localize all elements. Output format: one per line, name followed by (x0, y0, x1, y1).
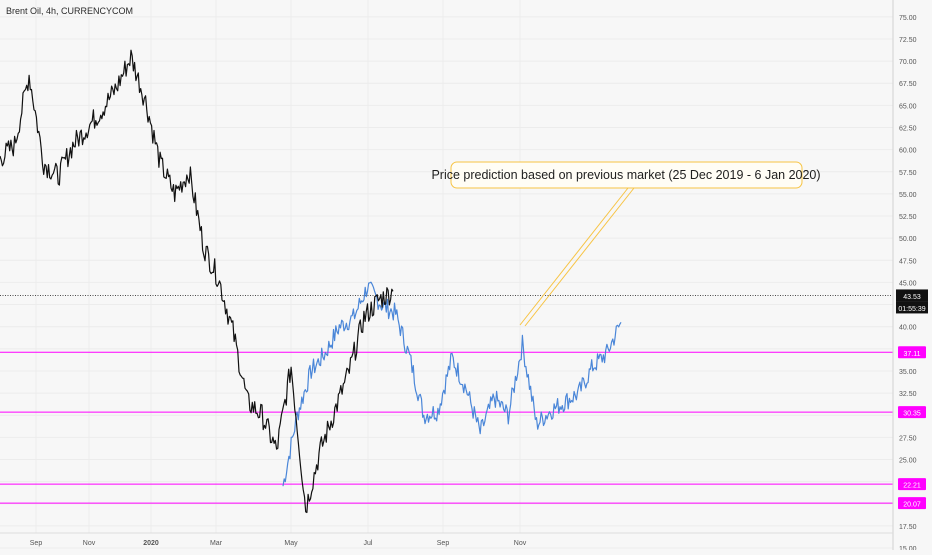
y-tick-label: 15.00 (899, 546, 917, 550)
y-tick-label: 47.50 (899, 258, 917, 265)
annotation-pointer-line (519, 187, 629, 326)
level-price-tag (898, 497, 926, 510)
y-tick-label: 50.00 (899, 236, 917, 243)
grid (0, 0, 893, 549)
x-tick-label: Nov (514, 540, 527, 547)
x-tick-label: May (284, 540, 298, 547)
x-tick-label: Mar (210, 540, 223, 547)
last-price-tag (896, 289, 928, 302)
y-axis-background (893, 0, 932, 550)
series (0, 49, 622, 514)
annotation-pointer-line (524, 187, 635, 327)
x-tick-label: Sep (437, 540, 450, 547)
y-tick-label: 17.50 (899, 524, 917, 531)
countdown-tag (896, 301, 928, 314)
y-tick-label: 57.50 (899, 170, 917, 177)
level-price-label: 37.11 (904, 351, 921, 358)
level-price-tag (898, 406, 926, 419)
y-tick-label: 75.00 (899, 15, 917, 22)
y-tick-label: 40.00 (899, 325, 917, 332)
y-tick-label: 25.00 (899, 457, 917, 464)
y-tick-label: 55.00 (899, 192, 917, 199)
level-price-label: 22.21 (903, 483, 921, 490)
level-lines (0, 295, 893, 504)
y-tick-label: 27.50 (899, 435, 917, 442)
y-axis: 75.00 72.50 70.00 67.50 65.00 62.50 60.00 57.50… (892, 0, 932, 553)
historical-series-line (0, 49, 394, 514)
price-labels: 37.11 30.35 22.21 20.07 43.53 01:55:39 (896, 289, 928, 510)
x-tick-label: Nov (83, 540, 96, 547)
annotation-box[interactable] (450, 161, 803, 189)
x-tick-label: 2020 (143, 540, 159, 547)
prediction-series-line (282, 281, 622, 487)
y-tick-label: 32.50 (899, 391, 917, 398)
symbol-label: Brent Oil, 4h, CURRENCYCOM (6, 6, 133, 16)
y-tick-label: 60.00 (899, 148, 917, 155)
y-tick-label: 72.50 (899, 37, 917, 44)
y-tick-label: 45.00 (899, 280, 917, 287)
y-tick-label: 65.00 (899, 103, 917, 110)
last-price-label: 43.53 (903, 294, 921, 301)
x-tick-label: Sep (30, 540, 43, 547)
level-price-label: 20.07 (903, 502, 921, 509)
countdown-label: 01:55:39 (898, 306, 925, 313)
x-tick-label: Jul (364, 540, 373, 547)
x-axis: Sep Nov 2020 Mar May Jul Sep Nov (0, 532, 893, 547)
level-price-tag (898, 346, 926, 359)
y-tick-label: 62.50 (899, 126, 917, 133)
y-tick-label: 67.50 (899, 81, 917, 88)
annotation-text: Price prediction based on previous marke… (431, 168, 820, 182)
y-tick-label: 35.00 (899, 369, 917, 376)
level-price-tag (898, 478, 926, 491)
level-price-label: 30.35 (903, 411, 921, 418)
y-tick-label: 70.00 (899, 59, 917, 66)
annotation: Price prediction based on previous marke… (431, 161, 821, 327)
y-tick-label: 52.50 (899, 214, 917, 221)
